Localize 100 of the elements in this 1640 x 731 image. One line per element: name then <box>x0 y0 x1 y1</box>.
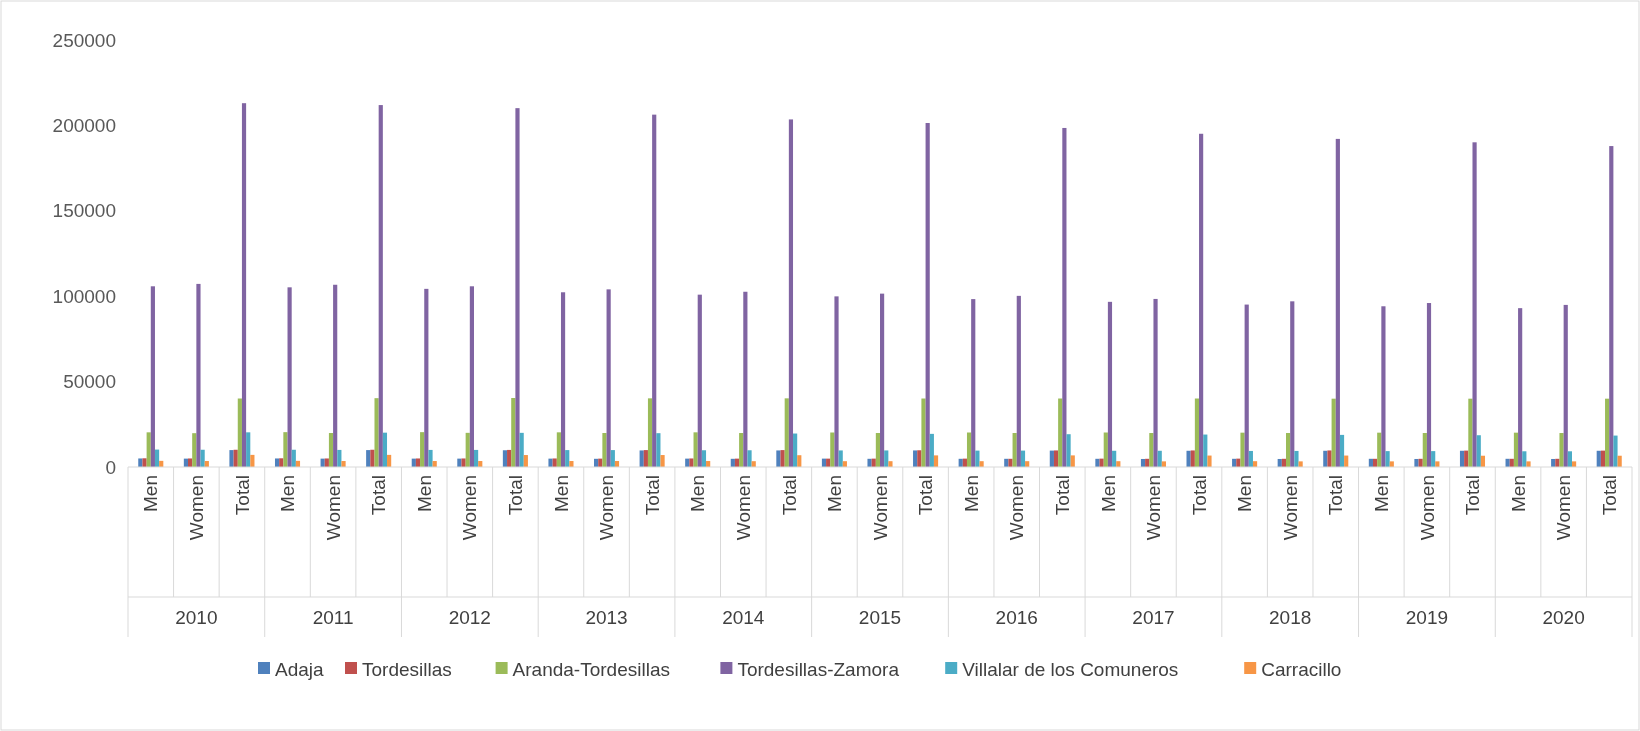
bar <box>1190 450 1195 467</box>
text: 2018 <box>1269 607 1312 628</box>
y-tick-label: 50000 <box>63 371 116 393</box>
bar <box>875 433 880 467</box>
bar <box>428 449 433 467</box>
bar <box>196 283 201 467</box>
bar <box>1609 146 1614 467</box>
bar <box>1476 435 1481 467</box>
x-tick-label: Women <box>869 475 891 541</box>
x-tick-label: Men <box>960 475 982 512</box>
bar <box>780 450 785 467</box>
bar <box>921 398 926 467</box>
bar <box>739 433 744 467</box>
bar <box>888 461 893 467</box>
bar <box>246 432 251 467</box>
bar <box>1016 295 1021 467</box>
bar <box>474 449 479 467</box>
bar <box>660 455 665 467</box>
bar <box>1426 303 1432 467</box>
bar <box>1070 455 1075 467</box>
bar <box>1294 450 1299 467</box>
bar <box>1526 461 1531 467</box>
x-tick-label: Total <box>1462 475 1484 516</box>
x-tick-label: Total <box>231 475 253 516</box>
x-tick-label: Total <box>915 475 937 516</box>
y-tick-label: 250000 <box>52 29 116 51</box>
x-tick-label: Women <box>732 475 754 541</box>
bar <box>569 461 574 467</box>
bar <box>1339 434 1345 467</box>
bar <box>1095 458 1100 467</box>
bar <box>1199 133 1204 467</box>
x-tick-label: Men <box>824 475 846 512</box>
x-tick-label: Women <box>1143 475 1165 541</box>
legend-label: Tordesillas-Zamora <box>737 658 900 680</box>
bar <box>1107 301 1113 467</box>
bar <box>1472 142 1477 467</box>
text: 2013 <box>585 607 628 628</box>
x-tick-label: Men <box>1507 475 1529 512</box>
bar <box>776 450 781 467</box>
bar <box>689 458 694 467</box>
bar <box>797 455 802 467</box>
legend-label: Villalar de los Comuneros <box>962 658 1179 680</box>
x-tick-label: Total <box>1051 475 1073 516</box>
bar <box>1377 432 1382 467</box>
bar <box>652 114 657 467</box>
bar <box>502 450 508 467</box>
bar <box>1381 306 1386 467</box>
bar <box>1066 434 1071 467</box>
legend-label: Adaja <box>275 658 325 680</box>
bar <box>1563 304 1568 467</box>
bar <box>701 450 707 467</box>
legend-label: Carracillo <box>1261 658 1342 680</box>
bar <box>1414 458 1419 467</box>
bar <box>519 432 524 467</box>
bar <box>1567 451 1572 467</box>
bar <box>382 432 388 467</box>
bar <box>1522 451 1527 467</box>
bar <box>1194 398 1200 467</box>
bar <box>1286 433 1291 467</box>
bar <box>556 432 561 467</box>
bar <box>1559 433 1564 467</box>
bar <box>793 433 798 467</box>
bar <box>287 287 292 467</box>
bar <box>511 398 516 467</box>
bar <box>743 291 748 467</box>
bar <box>966 432 972 467</box>
text: 2020 <box>1542 607 1585 628</box>
y-tick-label: 150000 <box>52 200 116 222</box>
x-tick-label: Men <box>687 475 709 512</box>
bar <box>1327 450 1332 467</box>
bar <box>1331 398 1336 467</box>
x-tick-label: Women <box>1006 475 1028 541</box>
legend-label: Tordesillas <box>362 658 452 680</box>
bar <box>639 450 644 467</box>
bar <box>1518 308 1523 467</box>
bar <box>378 105 383 467</box>
bar <box>929 433 934 467</box>
bar <box>237 398 242 467</box>
x-tick-label: Total <box>505 475 527 516</box>
bar <box>1008 458 1013 467</box>
bar <box>1203 434 1208 467</box>
x-tick-label: Men <box>1097 475 1119 512</box>
x-tick-label: Women <box>459 475 481 541</box>
bar <box>971 299 976 467</box>
bar <box>880 293 885 467</box>
text: 2014 <box>722 607 765 628</box>
bar <box>606 289 611 467</box>
text: 2011 <box>312 607 354 628</box>
bar <box>469 286 474 467</box>
bar <box>1468 398 1473 467</box>
bar <box>515 108 520 467</box>
bar <box>333 284 338 467</box>
bar <box>341 461 346 467</box>
bar <box>1335 138 1340 467</box>
bar <box>656 433 661 467</box>
bar <box>884 450 889 467</box>
y-tick-label: 200000 <box>52 114 116 136</box>
bar <box>461 458 466 467</box>
bar <box>697 294 702 467</box>
bar <box>1244 304 1249 467</box>
